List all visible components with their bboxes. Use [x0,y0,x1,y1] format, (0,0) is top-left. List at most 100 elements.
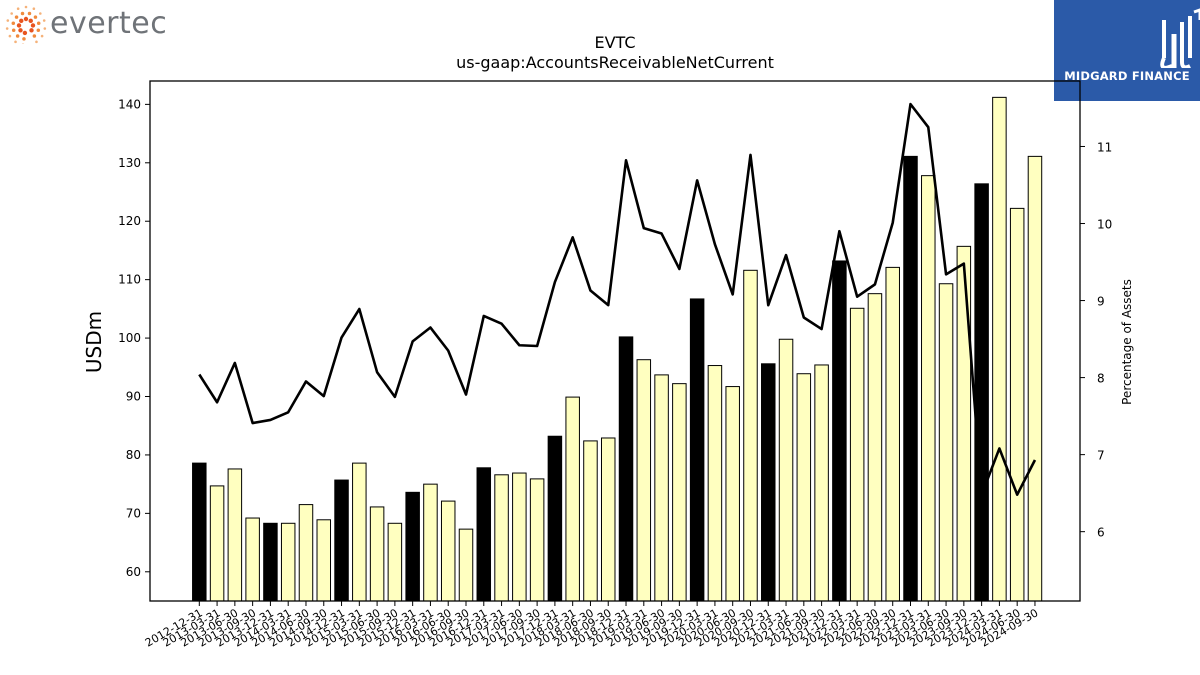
bar-2018-06-30 [583,440,598,602]
logo-dot [28,18,33,24]
y2-axis-label: Percentage of Assets [1120,279,1134,405]
bar-2023-03-31 [921,175,936,602]
bar-2019-03-31 [636,359,652,602]
bar-2017-06-30 [512,472,527,602]
logo-dot [27,11,32,16]
bar-2014-06-30 [298,504,314,602]
bar-2020-12-31 [761,363,776,602]
evertec-logo: evertec [4,4,194,47]
y-tick-label: 130 [118,156,141,170]
chart-title: EVTC [594,33,635,52]
y-tick-label: 60 [126,565,141,579]
y2-tick-label: 8 [1097,372,1105,386]
y-tick-label: 110 [118,273,141,287]
y2-tick-label: 9 [1097,295,1105,309]
logo-dot [14,40,17,44]
bar-2013-03-31 [209,485,225,602]
logo-dot [14,15,19,19]
y-tick-label: 140 [118,97,141,111]
bar-2022-12-31 [903,155,918,602]
midgard-emblem-icon [1160,8,1200,70]
percentage-of-assets-line [198,102,1037,496]
bar-2018-09-30 [600,437,616,602]
bar-2016-06-30 [440,500,456,602]
bar-2021-03-31 [778,338,794,602]
logo-dot [18,28,23,33]
logo-dot [43,27,47,30]
logo-dot [29,28,34,33]
bar-2018-12-31 [618,336,634,602]
logo-dot [16,7,20,11]
bar-2013-12-31 [263,522,278,602]
y-axis-label: USDm [82,311,106,373]
evertec-wordmark: evertec [50,6,168,41]
y2-tick-label: 6 [1097,526,1105,540]
y-tick-label: 90 [126,390,141,404]
logo-dot [36,28,41,32]
bar-2021-06-30 [796,373,812,602]
logo-dot [20,11,25,16]
bar-2019-06-30 [654,374,669,602]
bar-2020-06-30 [725,386,740,602]
bar-2019-09-30 [672,383,687,602]
logo-dot [30,23,36,28]
bar-2017-03-31 [494,474,509,602]
bar-2019-12-31 [689,298,705,602]
logo-dot [5,27,9,30]
chart-subtitle: us-gaap:AccountsReceivableNetCurrent [456,53,774,72]
logo-dot [19,18,24,24]
bar-2015-09-30 [387,522,403,602]
logo-dot [11,28,16,32]
bar-2024-03-31 [992,96,1007,602]
bar-2014-03-31 [280,522,296,602]
logo-dot [32,7,36,11]
bar-2021-09-30 [814,364,829,602]
logo-dot [42,19,46,22]
logo-dot [36,21,41,25]
midgard-finance-logo: MIDGARD FINANCE [1054,0,1200,101]
y-tick-label: 100 [118,331,141,345]
plot-frame [149,80,1081,602]
logo-dot [15,34,20,38]
bar-2021-12-31 [832,260,847,602]
bar-2016-12-31 [476,467,492,602]
bar-2015-06-30 [369,506,385,602]
bar-2014-09-30 [316,519,332,602]
bar-2013-06-30 [227,468,243,602]
bar-2017-12-31 [547,435,563,602]
logo-dot [33,15,38,19]
logo-dot [22,37,26,41]
bar-2023-09-30 [956,245,972,602]
bar-2022-03-31 [849,307,865,602]
logo-dot [35,40,38,44]
logo-dot [40,34,44,38]
midgard-wordmark: MIDGARD FINANCE [1064,69,1190,83]
logo-dot [10,12,13,15]
evertec-dots-icon [5,5,47,47]
bar-2022-09-30 [885,266,900,602]
logo-dot [39,12,42,15]
bar-2016-09-30 [458,528,474,602]
bar-2018-03-31 [565,396,580,602]
y2-tick-label: 10 [1097,218,1112,232]
y2-tick-label: 11 [1097,140,1112,154]
bar-2020-03-31 [707,365,723,602]
bar-2015-03-31 [352,462,367,602]
y-tick-label: 70 [126,506,141,520]
y2-tick-label: 7 [1097,449,1105,463]
bar-2024-09-30 [1027,155,1043,602]
bar-2016-03-31 [423,483,438,602]
bar-2023-06-30 [938,283,954,602]
logo-dot [16,23,22,28]
bar-2017-09-30 [529,478,545,602]
y-tick-label: 120 [118,214,141,228]
bar-2013-09-30 [245,517,260,602]
bar-2022-06-30 [867,293,883,602]
bar-2014-12-31 [334,479,349,602]
logo-dot [24,5,28,9]
logo-dot [11,21,16,25]
logo-dot [22,30,28,36]
bar-2012-12-31 [192,462,207,602]
logo-dot [8,34,12,38]
